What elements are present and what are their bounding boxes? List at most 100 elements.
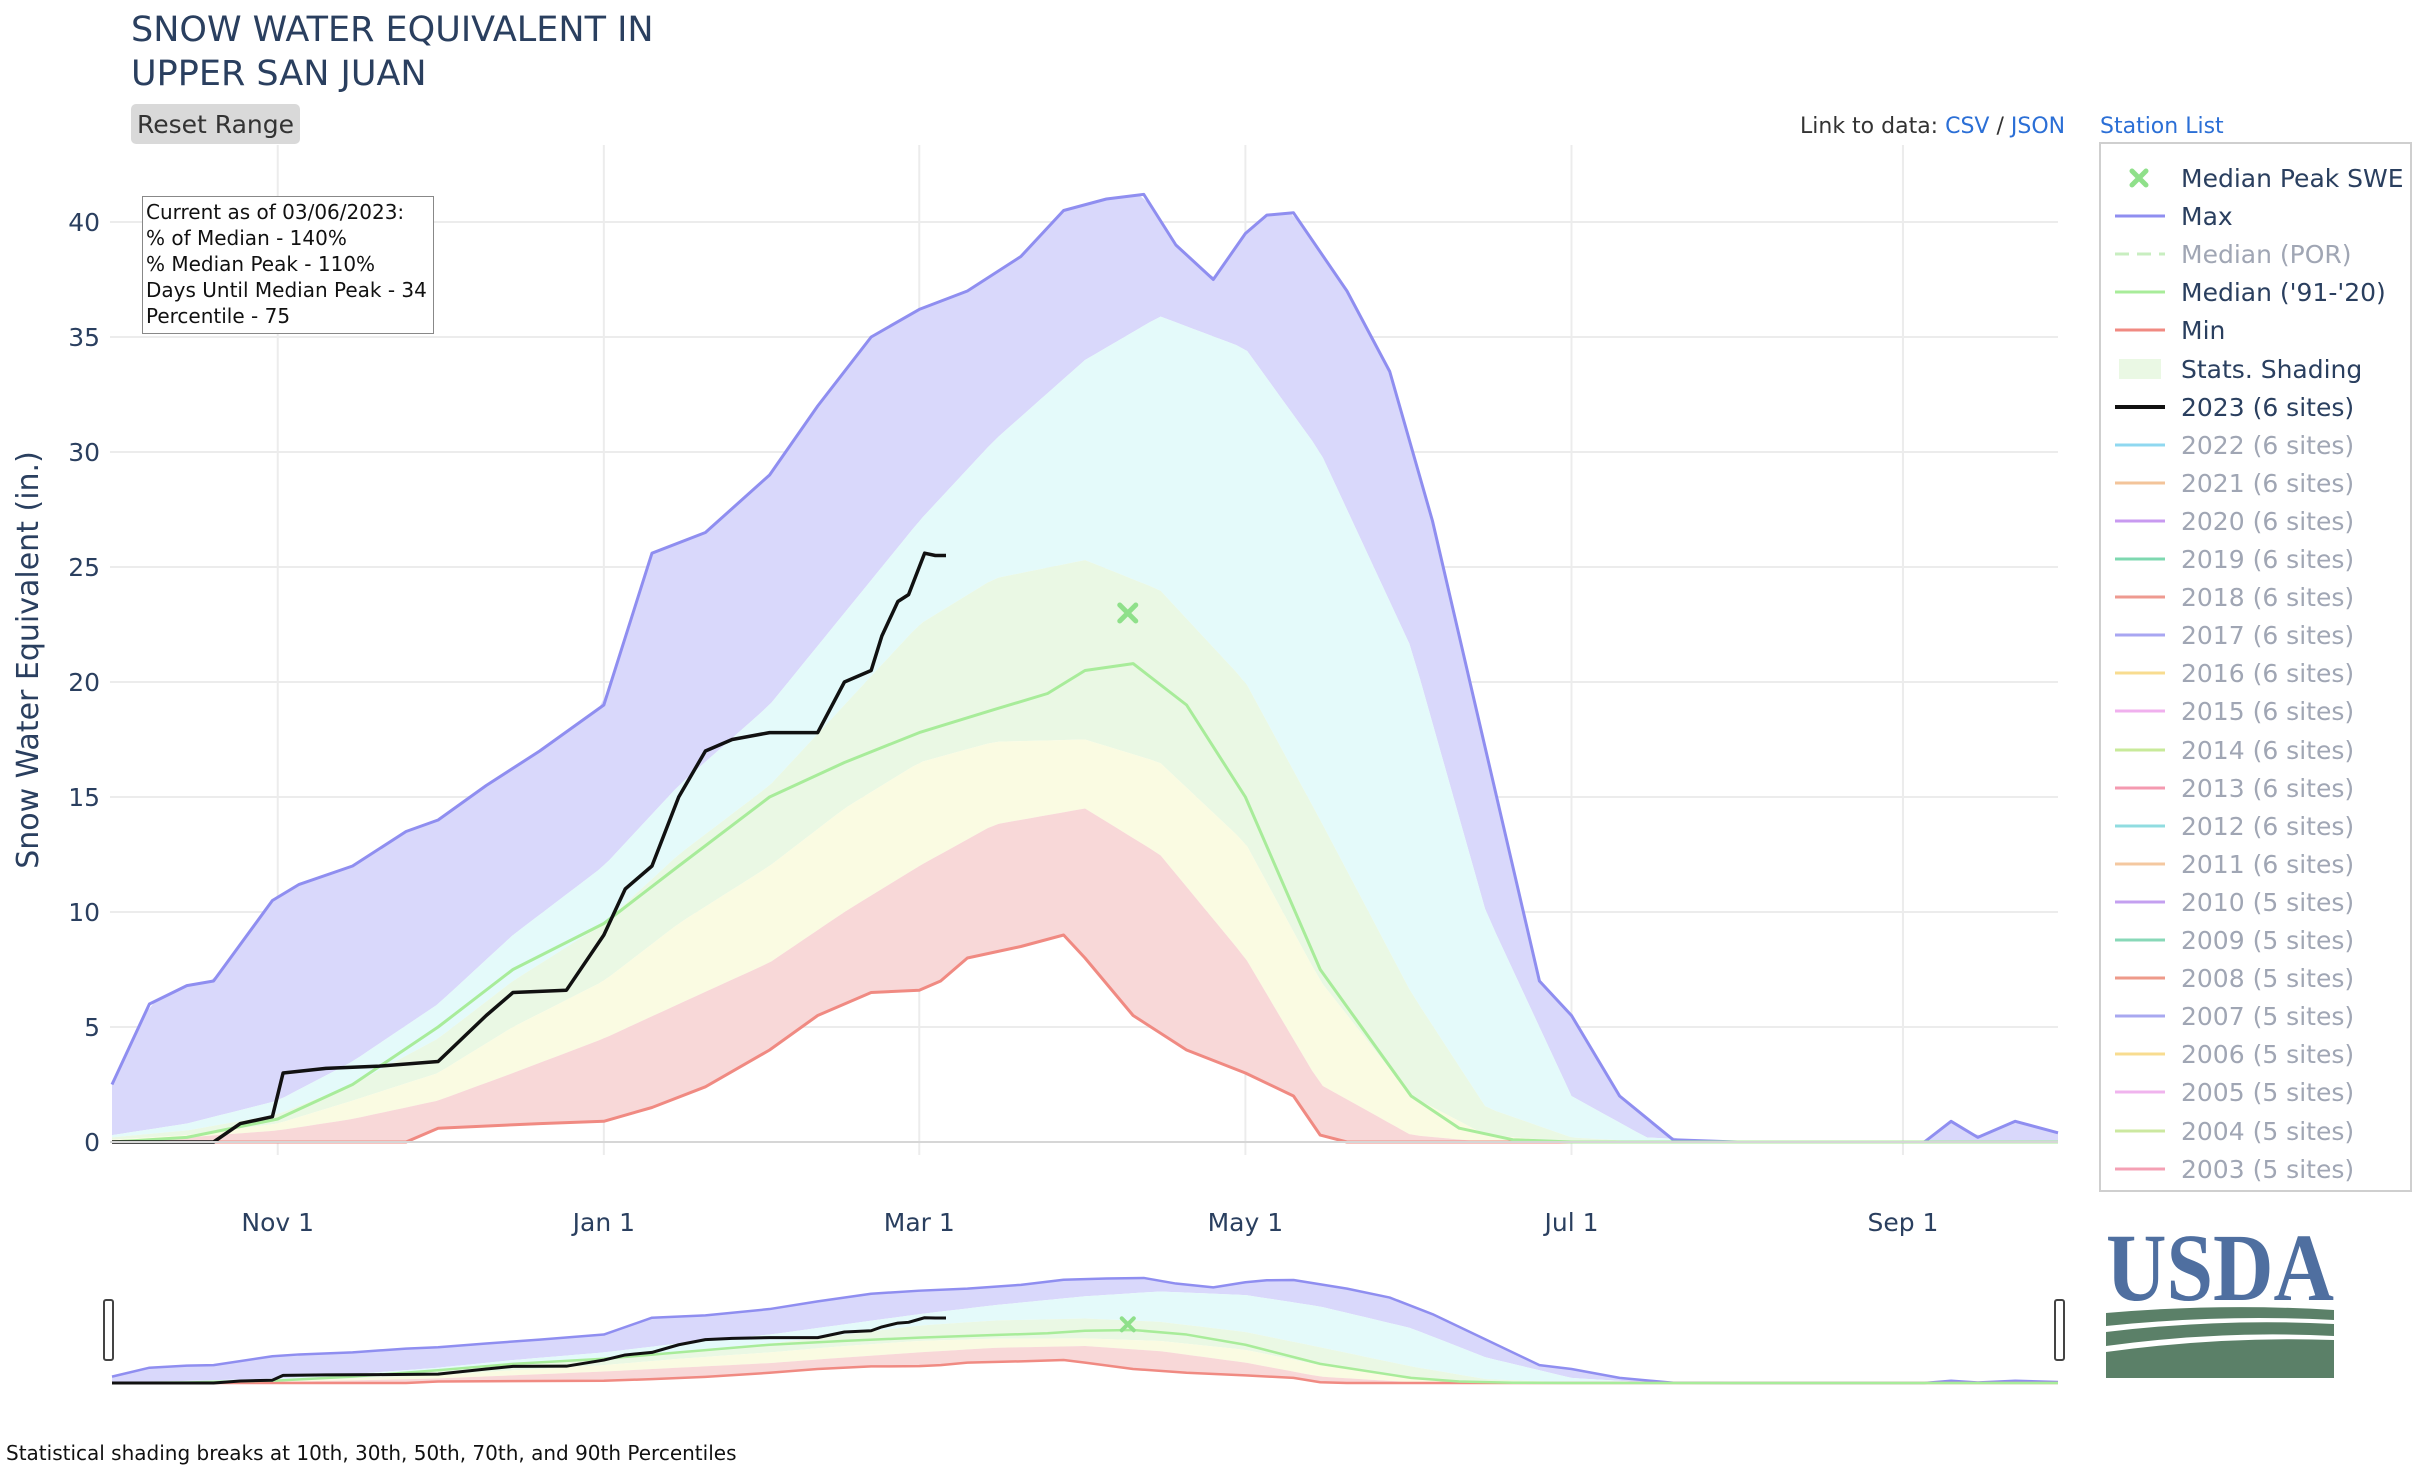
legend-item[interactable]: 2021 (6 sites): [2101, 465, 2411, 501]
legend-label: Min: [2181, 316, 2226, 346]
link-prefix: Link to data:: [1800, 114, 1939, 139]
legend-item[interactable]: 2023 (6 sites): [2101, 389, 2411, 425]
legend-item[interactable]: 2017 (6 sites): [2101, 617, 2411, 653]
legend-item[interactable]: 2014 (6 sites): [2101, 732, 2411, 768]
series-2023-line: [112, 1316, 946, 1385]
legend-label: 2013 (6 sites): [2181, 773, 2355, 803]
legend-item[interactable]: 2008 (5 sites): [2101, 960, 2411, 996]
band-p90-p70: [112, 1291, 2058, 1383]
svg-text:USDA: USDA: [2106, 1218, 2334, 1321]
csv-link[interactable]: CSV: [1945, 114, 1990, 139]
legend-item[interactable]: 2006 (5 sites): [2101, 1036, 2411, 1072]
legend-swatch: [2115, 976, 2165, 980]
legend-label: 2022 (6 sites): [2181, 430, 2355, 460]
chart-title-line-1: SNOW WATER EQUIVALENT IN: [131, 10, 654, 50]
legend-item[interactable]: 2009 (5 sites): [2101, 922, 2411, 958]
legend-item[interactable]: 2003 (5 sites): [2101, 1151, 2411, 1187]
x-tick-label: Jan 1: [571, 1208, 635, 1237]
legend-swatch: [2115, 404, 2165, 409]
x-tick-label: Nov 1: [241, 1208, 314, 1237]
legend-item[interactable]: 2013 (6 sites): [2101, 770, 2411, 806]
legend-item[interactable]: 2015 (6 sites): [2101, 693, 2411, 729]
x-tick-label: May 1: [1208, 1208, 1284, 1237]
legend-swatch: [2115, 519, 2165, 523]
legend-label: 2006 (5 sites): [2181, 1040, 2355, 1070]
legend-item[interactable]: Stats. Shading: [2101, 351, 2411, 387]
band-max-p90: [112, 194, 2058, 1142]
legend-swatch: [2115, 557, 2165, 561]
legend-item[interactable]: 2007 (5 sites): [2101, 998, 2411, 1034]
legend-label: 2011 (6 sites): [2181, 849, 2355, 879]
series-min-line: [112, 1358, 2058, 1385]
range-handle-right[interactable]: [2054, 1299, 2065, 1361]
legend-label: 2012 (6 sites): [2181, 811, 2355, 841]
x-tick-label: Jul 1: [1542, 1208, 1598, 1237]
x-axis-ticks: Nov 1 Jan 1 Mar 1 May 1 Jul 1 Sep 1: [241, 1208, 1938, 1237]
legend-item[interactable]: 2004 (5 sites): [2101, 1113, 2411, 1149]
legend-swatch: [2115, 824, 2165, 828]
info-pct-median: % of Median - 140%: [146, 226, 347, 250]
y-tick-label: 30: [68, 438, 100, 467]
legend-swatch: [2115, 595, 2165, 599]
legend-label: Stats. Shading: [2181, 354, 2363, 384]
legend-label: 2016 (6 sites): [2181, 659, 2355, 689]
y-tick-label: 15: [68, 783, 100, 812]
json-link[interactable]: JSON: [2010, 114, 2066, 139]
legend-label: 2003 (5 sites): [2181, 1154, 2355, 1184]
legend-swatch: [2115, 900, 2165, 904]
legend-item[interactable]: Median ('91-'20): [2101, 274, 2411, 310]
legend-item[interactable]: 2020 (6 sites): [2101, 503, 2411, 539]
legend-swatch: [2115, 252, 2165, 256]
legend-item[interactable]: 2019 (6 sites): [2101, 541, 2411, 577]
legend-item[interactable]: 2010 (5 sites): [2101, 884, 2411, 920]
y-tick-label: 0: [84, 1128, 100, 1157]
legend-swatch: [2129, 168, 2149, 188]
series-median-line: [111, 662, 2058, 1144]
legend-item[interactable]: 2011 (6 sites): [2101, 846, 2411, 882]
legend-swatch: [2115, 709, 2165, 713]
legend-swatch: [2115, 938, 2165, 942]
median-peak-marker: [1117, 602, 1139, 624]
reset-range-button[interactable]: Reset Range: [131, 104, 300, 144]
legend-swatch: [2115, 1052, 2165, 1056]
legend-swatch: [2115, 671, 2165, 675]
legend-swatch: [2115, 1167, 2165, 1171]
info-percentile: Percentile - 75: [146, 304, 291, 328]
legend-item[interactable]: 2012 (6 sites): [2101, 808, 2411, 844]
info-pct-median-peak: % Median Peak - 110%: [146, 252, 376, 276]
legend-item[interactable]: Median (POR): [2101, 236, 2411, 272]
legend-item[interactable]: 2005 (5 sites): [2101, 1074, 2411, 1110]
legend-label: 2017 (6 sites): [2181, 621, 2355, 651]
legend-item[interactable]: Max: [2101, 198, 2411, 234]
usda-logo: USDA: [2106, 1218, 2334, 1378]
median-peak-marker: [1119, 1316, 1136, 1333]
legend-label: 2010 (5 sites): [2181, 887, 2355, 917]
link-separator: /: [1996, 114, 2004, 139]
legend-item[interactable]: 2022 (6 sites): [2101, 427, 2411, 463]
chart-title-line-2: UPPER SAN JUAN: [131, 54, 427, 94]
legend-item[interactable]: Median Peak SWE: [2101, 160, 2411, 196]
band-p90-p70: [112, 316, 2058, 1143]
legend-label: 2009 (5 sites): [2181, 926, 2355, 955]
band-p30-min: [112, 1346, 2058, 1383]
y-tick-label: 40: [68, 208, 100, 237]
legend-label: 2015 (6 sites): [2181, 697, 2355, 727]
legend-label: 2005 (5 sites): [2181, 1078, 2355, 1108]
y-tick-label: 20: [68, 668, 100, 697]
station-list-link[interactable]: Station List: [2100, 114, 2224, 139]
legend-swatch: [2115, 214, 2165, 218]
y-axis-title: Snow Water Equivalent (in.): [11, 451, 46, 869]
legend-item[interactable]: 2016 (6 sites): [2101, 655, 2411, 691]
legend-label: 2004 (5 sites): [2181, 1116, 2355, 1146]
range-handle-left[interactable]: [103, 1299, 114, 1361]
legend-item[interactable]: 2018 (6 sites): [2101, 579, 2411, 615]
legend-label: 2023 (6 sites): [2181, 392, 2355, 422]
legend-swatch: [2119, 358, 2161, 379]
main-plot: [110, 192, 2059, 1144]
legend-swatch: [2115, 748, 2165, 751]
legend-item[interactable]: Min: [2101, 312, 2411, 348]
legend-label: 2008 (5 sites): [2181, 964, 2355, 994]
legend-swatch: [2115, 290, 2165, 294]
band-p30-min: [112, 808, 2058, 1142]
